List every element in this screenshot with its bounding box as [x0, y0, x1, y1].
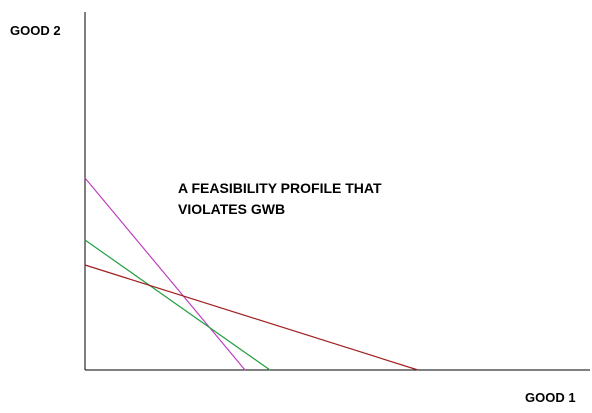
y-axis-label: GOOD 2 [10, 23, 61, 38]
annotation-line-2: VIOLATES GWB [178, 201, 285, 217]
green-feasibility-line [84, 239, 271, 371]
x-axis-label: GOOD 1 [525, 390, 576, 405]
annotation-line-1: A FEASIBILITY PROFILE THAT [178, 180, 382, 196]
red-feasibility-line [84, 264, 419, 371]
purple-feasibility-line [84, 177, 246, 371]
